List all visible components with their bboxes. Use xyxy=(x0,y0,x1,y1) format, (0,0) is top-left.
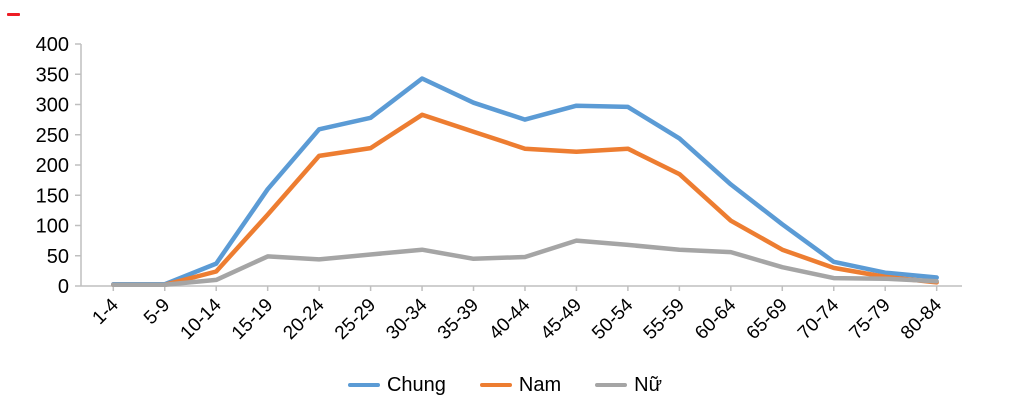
legend-line-swatch xyxy=(347,383,380,387)
x-tick-label: 15-19 xyxy=(228,295,277,344)
x-tick-label: 25-29 xyxy=(331,295,380,344)
chart-legend: Chung Nam Nữ xyxy=(0,375,1010,395)
x-tick-label: 70-74 xyxy=(794,294,844,344)
x-tick-label: 60-64 xyxy=(691,294,741,344)
series-line-nam xyxy=(111,112,939,288)
y-tick-label: 0 xyxy=(58,276,69,298)
legend-item-nam: Nam xyxy=(479,374,562,396)
x-tick-label: 45-49 xyxy=(537,295,586,344)
legend-label: Chung xyxy=(386,374,446,396)
x-tick-label: 10-14 xyxy=(177,294,227,344)
x-tick-label: 50-54 xyxy=(588,294,638,344)
red-dash-artifact xyxy=(7,13,20,16)
x-tick-label: 40-44 xyxy=(485,294,535,344)
y-tick-label: 100 xyxy=(36,216,69,238)
x-tick-label: 75-79 xyxy=(846,295,895,344)
y-tick-label: 400 xyxy=(36,34,69,56)
legend-line-swatch xyxy=(595,383,628,387)
y-tick-label: 150 xyxy=(36,185,69,207)
y-tick-label: 50 xyxy=(47,246,69,268)
x-tick-label: 5-9 xyxy=(140,295,174,329)
y-tick-label: 350 xyxy=(36,64,69,86)
legend-label: Nữ xyxy=(634,374,662,396)
series-line-n- xyxy=(111,238,939,288)
x-tick-label: 65-69 xyxy=(743,295,792,344)
y-tick-label: 200 xyxy=(36,155,69,177)
x-tick-label: 80-84 xyxy=(897,294,947,344)
x-tick-label: 20-24 xyxy=(279,294,329,344)
series-line-chung xyxy=(111,76,939,287)
legend-label: Nam xyxy=(518,374,562,396)
legend-item-n-: Nữ xyxy=(595,375,662,395)
legend-line-swatch xyxy=(479,383,512,387)
legend-item-chung: Chung xyxy=(347,374,446,396)
x-tick-label: 30-34 xyxy=(382,294,432,344)
y-tick-label: 250 xyxy=(36,125,69,147)
x-tick-label: 35-39 xyxy=(434,295,483,344)
y-tick-label: 300 xyxy=(36,95,69,117)
x-tick-label: 55-59 xyxy=(640,295,689,344)
x-tick-label: 1-4 xyxy=(89,294,124,329)
